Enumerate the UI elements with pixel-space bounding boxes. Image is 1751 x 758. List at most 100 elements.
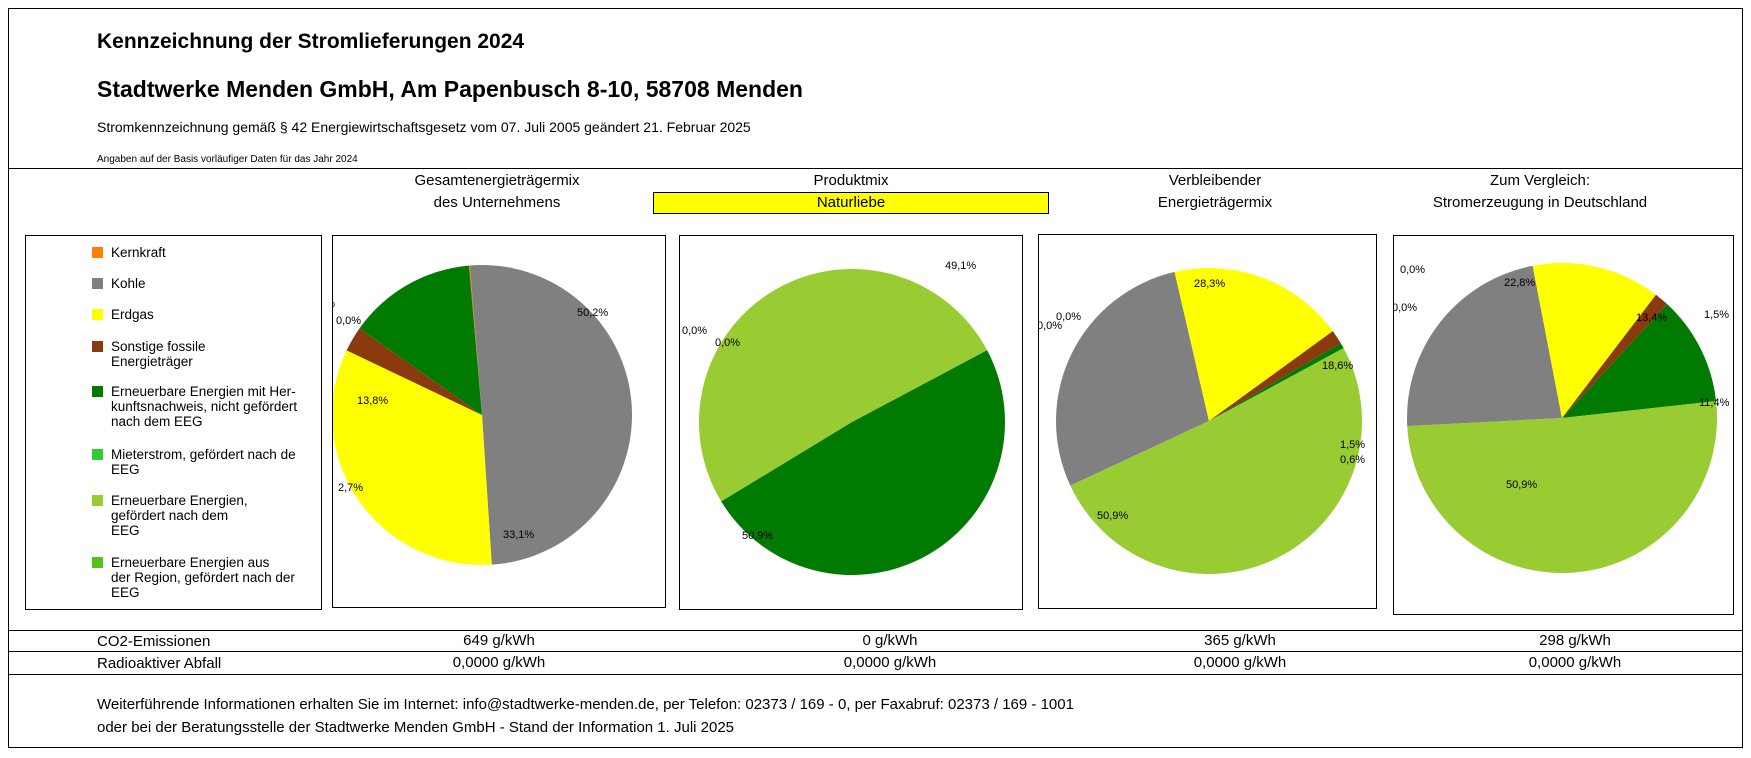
column-header-line2: Stromerzeugung in Deutschland	[1432, 194, 1648, 211]
legend-entry-line: Erneuerbare Energien aus	[111, 555, 270, 570]
legend-entry-line: Kernkraft	[111, 245, 166, 260]
pie-slice	[1209, 331, 1341, 421]
legend-entry-label: Mieterstrom, gefördert nach de EEG	[111, 447, 296, 477]
pie-slice	[346, 328, 482, 415]
co2-value-germany: 298 g/kWh	[1539, 632, 1611, 649]
pie-slice	[1056, 271, 1209, 486]
pie-slice	[1407, 265, 1562, 427]
pie-data-label: 13,8%	[357, 395, 388, 407]
pie-chart-product-mix: 49,1% 0,0% 50,9% 0,0%	[682, 260, 1006, 576]
pie-data-label: 11,4%	[1699, 397, 1730, 409]
legend-entry-line: Kohle	[111, 276, 146, 291]
legend-entry-label: Erdgas	[111, 307, 154, 322]
legend-swatch	[92, 247, 103, 258]
pie-data-label: 49,1%	[945, 260, 976, 272]
footer-info-line: oder bei der Beratungsstelle der Stadtwe…	[97, 719, 735, 736]
co2-value-company: 649 g/kWh	[463, 632, 535, 649]
company-heading: Stadtwerke Menden GmbH, Am Papenbusch 8-…	[97, 76, 803, 102]
pie-data-label: 0,6%	[1340, 454, 1365, 466]
column-header-line1: Zum Vergleich:	[1489, 172, 1591, 189]
column-header-line1: Gesamtenergieträgermix	[414, 172, 580, 189]
legend-entry-label: Kohle	[111, 276, 146, 291]
pie-slice	[468, 265, 482, 415]
co2-value-product: 0 g/kWh	[862, 632, 918, 649]
pie-data-label: 1,5%	[1704, 309, 1729, 321]
pie-slice	[1174, 268, 1333, 421]
pie-data-label: 0,0%	[336, 315, 361, 327]
chart-box-product-mix: 49,1% 0,0% 50,9% 0,0%	[679, 235, 1023, 610]
co2-label: CO2-Emissionen	[97, 633, 211, 650]
pie-data-label: 0,0%	[1056, 311, 1081, 323]
legend-entry-line: Mieterstrom, gefördert nach de	[111, 447, 296, 462]
column-header-germany: Zum Vergleich: Stromerzeugung in Deutsch…	[1390, 170, 1690, 214]
pie-slice	[1070, 348, 1363, 575]
pie-data-label: 0,0%	[682, 325, 707, 337]
pie-slice	[359, 265, 482, 415]
page-frame	[8, 8, 1743, 748]
column-header-company-mix: Gesamtenergieträgermix des Unternehmens	[332, 170, 662, 214]
footer-contact-line: Weiterführende Informationen erhalten Si…	[97, 696, 1074, 713]
waste-value-germany: 0,0000 g/kWh	[1528, 654, 1622, 671]
column-header-line2: Energieträgermix	[1157, 194, 1273, 211]
pie-data-label: 0,0%	[1400, 264, 1425, 276]
legend-entry-line: EEG	[111, 462, 140, 477]
co2-value-remaining: 365 g/kWh	[1204, 632, 1276, 649]
chart-box-company-mix: 0,1% 50,2% 33,1% 2,7% 13,8% 0,0%	[310, 235, 666, 608]
legend-entry-label: Erneuerbare Energien mit Her-kunftsnachw…	[111, 384, 297, 429]
column-header-remaining-mix: Verbleibender Energieträgermix	[1050, 170, 1380, 214]
pie-data-label: 13,4%	[1636, 312, 1667, 324]
pie-data-label: 22,8%	[1504, 277, 1535, 289]
co2-row-top-divider	[8, 630, 1743, 631]
legend-entry-line: Erneuerbare Energien,	[111, 493, 248, 508]
pie-data-label: 50,9%	[1506, 479, 1537, 491]
pie-slice	[332, 350, 492, 565]
column-header-line2: des Unternehmens	[433, 194, 561, 211]
legend-swatch	[92, 495, 103, 506]
pie-data-label: 0,1%	[333, 298, 335, 310]
pie-data-label: 50,9%	[742, 530, 773, 542]
legend-entry-line: EEG	[111, 585, 140, 600]
pie-data-label: 0,0%	[715, 337, 740, 349]
column-header-line1: Produktmix	[813, 172, 889, 189]
legend-entry-label: Sonstige fossile Energieträger	[111, 339, 206, 369]
legend-entry-line: Erdgas	[111, 307, 154, 322]
waste-value-product: 0,0000 g/kWh	[843, 654, 937, 671]
page-title: Kennzeichnung der Stromlieferungen 2024	[97, 30, 525, 53]
column-header-product-mix: Produktmix Naturliebe	[653, 170, 1049, 214]
legend-entry-line: gefördert nach dem	[111, 508, 229, 523]
legend-entry-line: Sonstige fossile	[111, 339, 206, 354]
waste-label: Radioaktiver Abfall	[97, 655, 222, 672]
pie-slice	[1407, 401, 1717, 574]
waste-row-bottom-divider	[8, 674, 1743, 675]
legend-entry-line: Erneuerbare Energien mit Her-	[111, 384, 296, 399]
pie-data-label: 50,9%	[1097, 510, 1128, 522]
pie-slice	[1209, 343, 1344, 421]
pie-data-label: 28,3%	[1194, 278, 1225, 290]
pie-chart-company-mix: 0,1% 50,2% 33,1% 2,7% 13,8% 0,0%	[310, 264, 633, 565]
legend-swatch	[92, 278, 103, 289]
pie-data-label: 33,1%	[503, 529, 534, 541]
data-basis-note: Angaben auf der Basis vorläufiger Daten …	[97, 154, 358, 165]
legend-entry-line: der Region, gefördert nach der	[111, 570, 295, 585]
chart-box-germany: 0,0% 22,8% 13,4% 1,5% 11,4% 50,9% 0,0%	[1392, 235, 1734, 615]
pie-data-label: 0,0%	[1394, 302, 1417, 314]
co2-row-bottom-divider	[8, 651, 1743, 652]
pie-data-label: 0,0%	[1039, 320, 1062, 332]
pie-slice	[721, 350, 1006, 576]
pie-slice	[1562, 304, 1717, 418]
legal-subtitle: Stromkennzeichnung gemäß § 42 Energiewir…	[97, 119, 751, 135]
pie-chart-remaining-mix: 0,0% 28,3% 18,6% 1,5% 0,6% 50,9% 0,0%	[1037, 268, 1365, 575]
pie-slice	[699, 269, 988, 502]
product-name-highlight: Naturliebe	[653, 192, 1049, 214]
legend-swatch	[92, 386, 103, 397]
waste-value-company: 0,0000 g/kWh	[452, 654, 546, 671]
legend-swatch	[92, 341, 103, 352]
pie-slice	[1532, 263, 1656, 418]
legend-entry-line: nach dem EEG	[111, 414, 203, 429]
pie-data-label: 50,2%	[577, 307, 608, 319]
pie-chart-germany: 0,0% 22,8% 13,4% 1,5% 11,4% 50,9% 0,0%	[1392, 263, 1730, 574]
legend	[25, 235, 322, 610]
waste-value-remaining: 0,0000 g/kWh	[1193, 654, 1287, 671]
legend-swatch	[92, 557, 103, 568]
pie-slice	[1562, 294, 1668, 418]
